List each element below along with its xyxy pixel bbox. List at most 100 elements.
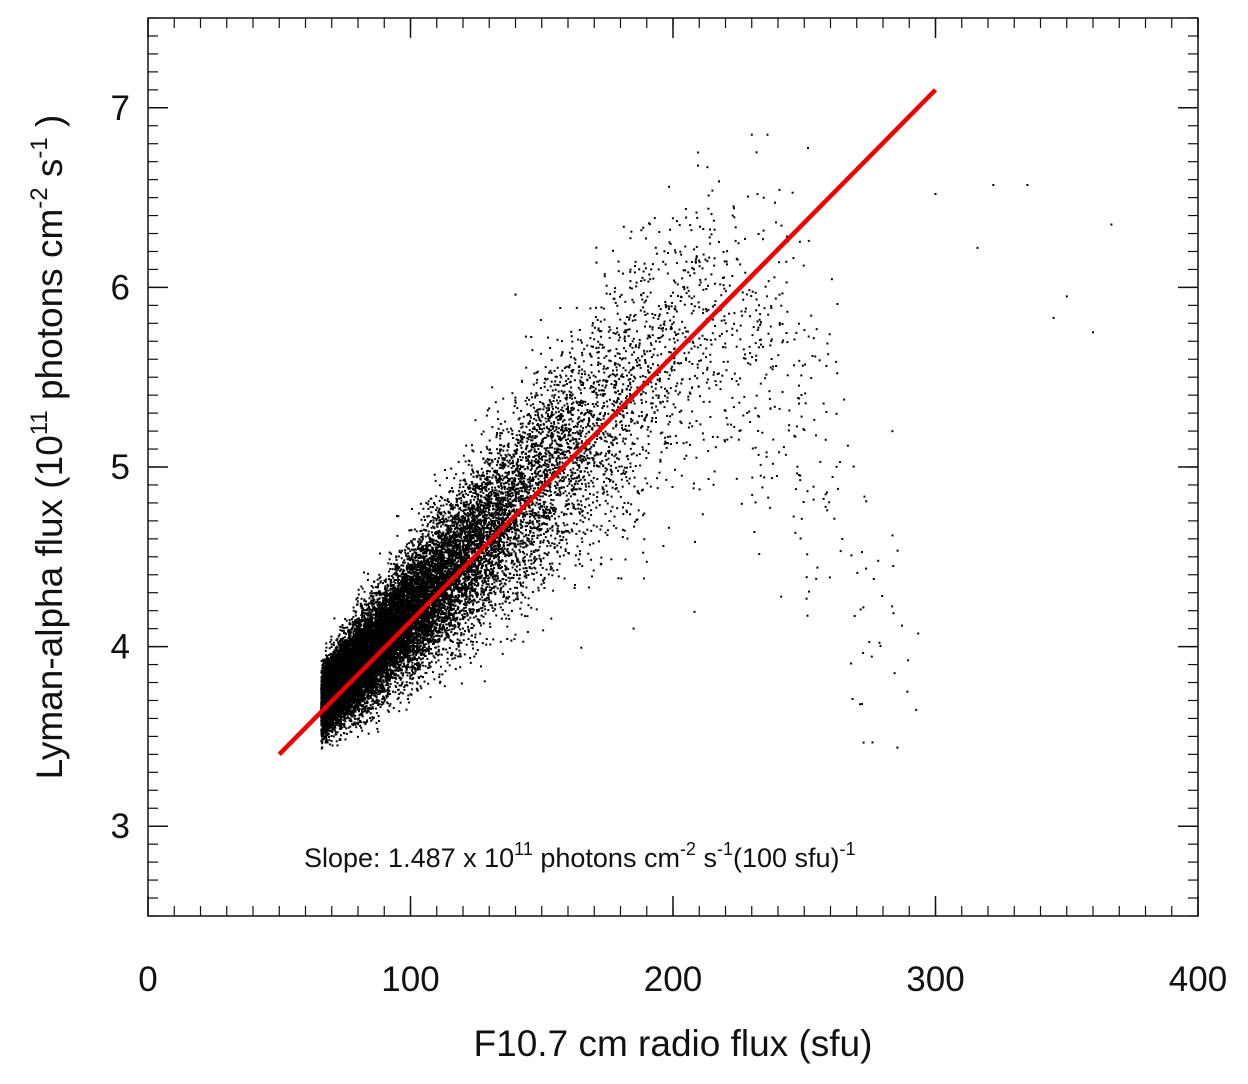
data-point: [428, 552, 431, 555]
data-point: [325, 734, 327, 737]
data-point: [588, 442, 591, 445]
data-point: [505, 471, 508, 474]
data-point: [564, 505, 567, 508]
data-point: [726, 423, 729, 426]
data-point: [546, 377, 549, 380]
data-point: [493, 531, 496, 534]
data-point: [630, 433, 632, 436]
data-point: [434, 628, 437, 631]
data-point: [464, 501, 467, 504]
data-point: [712, 373, 715, 376]
data-point: [537, 408, 540, 411]
data-point: [449, 507, 452, 510]
data-point: [725, 369, 728, 372]
data-point: [442, 543, 445, 546]
data-point: [328, 729, 331, 732]
data-point: [501, 516, 504, 519]
data-point: [571, 471, 574, 474]
data-point: [502, 517, 505, 520]
data-point: [379, 675, 382, 678]
data-point: [499, 548, 502, 551]
data-point: [614, 461, 616, 464]
data-point: [435, 619, 438, 622]
data-point: [549, 482, 552, 485]
data-point: [324, 739, 327, 742]
data-point: [472, 518, 475, 520]
data-point: [483, 524, 486, 527]
data-point: [786, 310, 789, 313]
data-point: [361, 700, 364, 703]
data-point: [568, 492, 571, 495]
data-point: [733, 372, 736, 375]
data-point: [457, 511, 460, 514]
data-point: [406, 558, 409, 561]
data-point: [483, 541, 486, 543]
data-point: [460, 610, 463, 613]
data-point: [446, 595, 448, 598]
data-point: [621, 358, 623, 361]
data-point: [381, 687, 384, 689]
data-point: [428, 581, 431, 584]
data-point: [524, 431, 526, 434]
data-point: [595, 347, 598, 350]
data-point: [416, 681, 419, 684]
data-point: [440, 570, 443, 573]
data-point: [709, 353, 712, 356]
data-point: [588, 504, 591, 507]
data-point: [437, 638, 440, 641]
data-point: [622, 416, 625, 419]
data-point: [765, 451, 768, 454]
data-point: [491, 562, 493, 565]
data-point: [664, 387, 666, 390]
data-point: [483, 680, 486, 683]
data-point: [427, 582, 430, 585]
data-point: [646, 295, 649, 298]
data-point: [417, 556, 420, 559]
data-point: [489, 462, 492, 465]
data-point: [571, 340, 574, 343]
data-point: [557, 431, 560, 434]
data-point: [391, 586, 394, 589]
data-point: [658, 305, 660, 308]
data-point: [531, 508, 534, 511]
data-point: [708, 387, 711, 390]
data-point: [819, 460, 822, 463]
data-point: [641, 355, 644, 358]
data-point: [496, 469, 499, 472]
data-point: [630, 411, 633, 414]
data-point: [615, 366, 618, 369]
data-point: [806, 614, 809, 617]
data-point: [713, 371, 715, 374]
data-point: [618, 433, 621, 436]
data-point: [624, 329, 627, 332]
data-point: [417, 645, 420, 648]
data-point: [387, 589, 390, 592]
data-point: [438, 631, 441, 634]
data-point: [660, 353, 663, 356]
data-point: [362, 721, 365, 724]
data-point: [723, 315, 726, 318]
data-point: [438, 629, 441, 632]
data-point: [559, 472, 562, 475]
data-point: [392, 666, 395, 669]
data-point: [574, 432, 577, 434]
data-point: [710, 343, 713, 346]
data-point: [597, 357, 600, 359]
data-point: [521, 559, 524, 562]
data-point: [534, 396, 537, 399]
data-point: [685, 358, 688, 361]
data-point: [325, 646, 328, 649]
data-point: [556, 415, 559, 418]
data-point: [480, 451, 482, 454]
data-point: [685, 292, 688, 295]
data-point: [514, 522, 517, 525]
data-point: [463, 496, 466, 499]
data-point: [879, 644, 882, 647]
data-point: [361, 611, 364, 614]
data-point: [649, 367, 652, 370]
data-point: [405, 708, 408, 711]
data-point: [603, 439, 606, 442]
data-point: [584, 488, 587, 491]
data-point: [623, 502, 626, 504]
